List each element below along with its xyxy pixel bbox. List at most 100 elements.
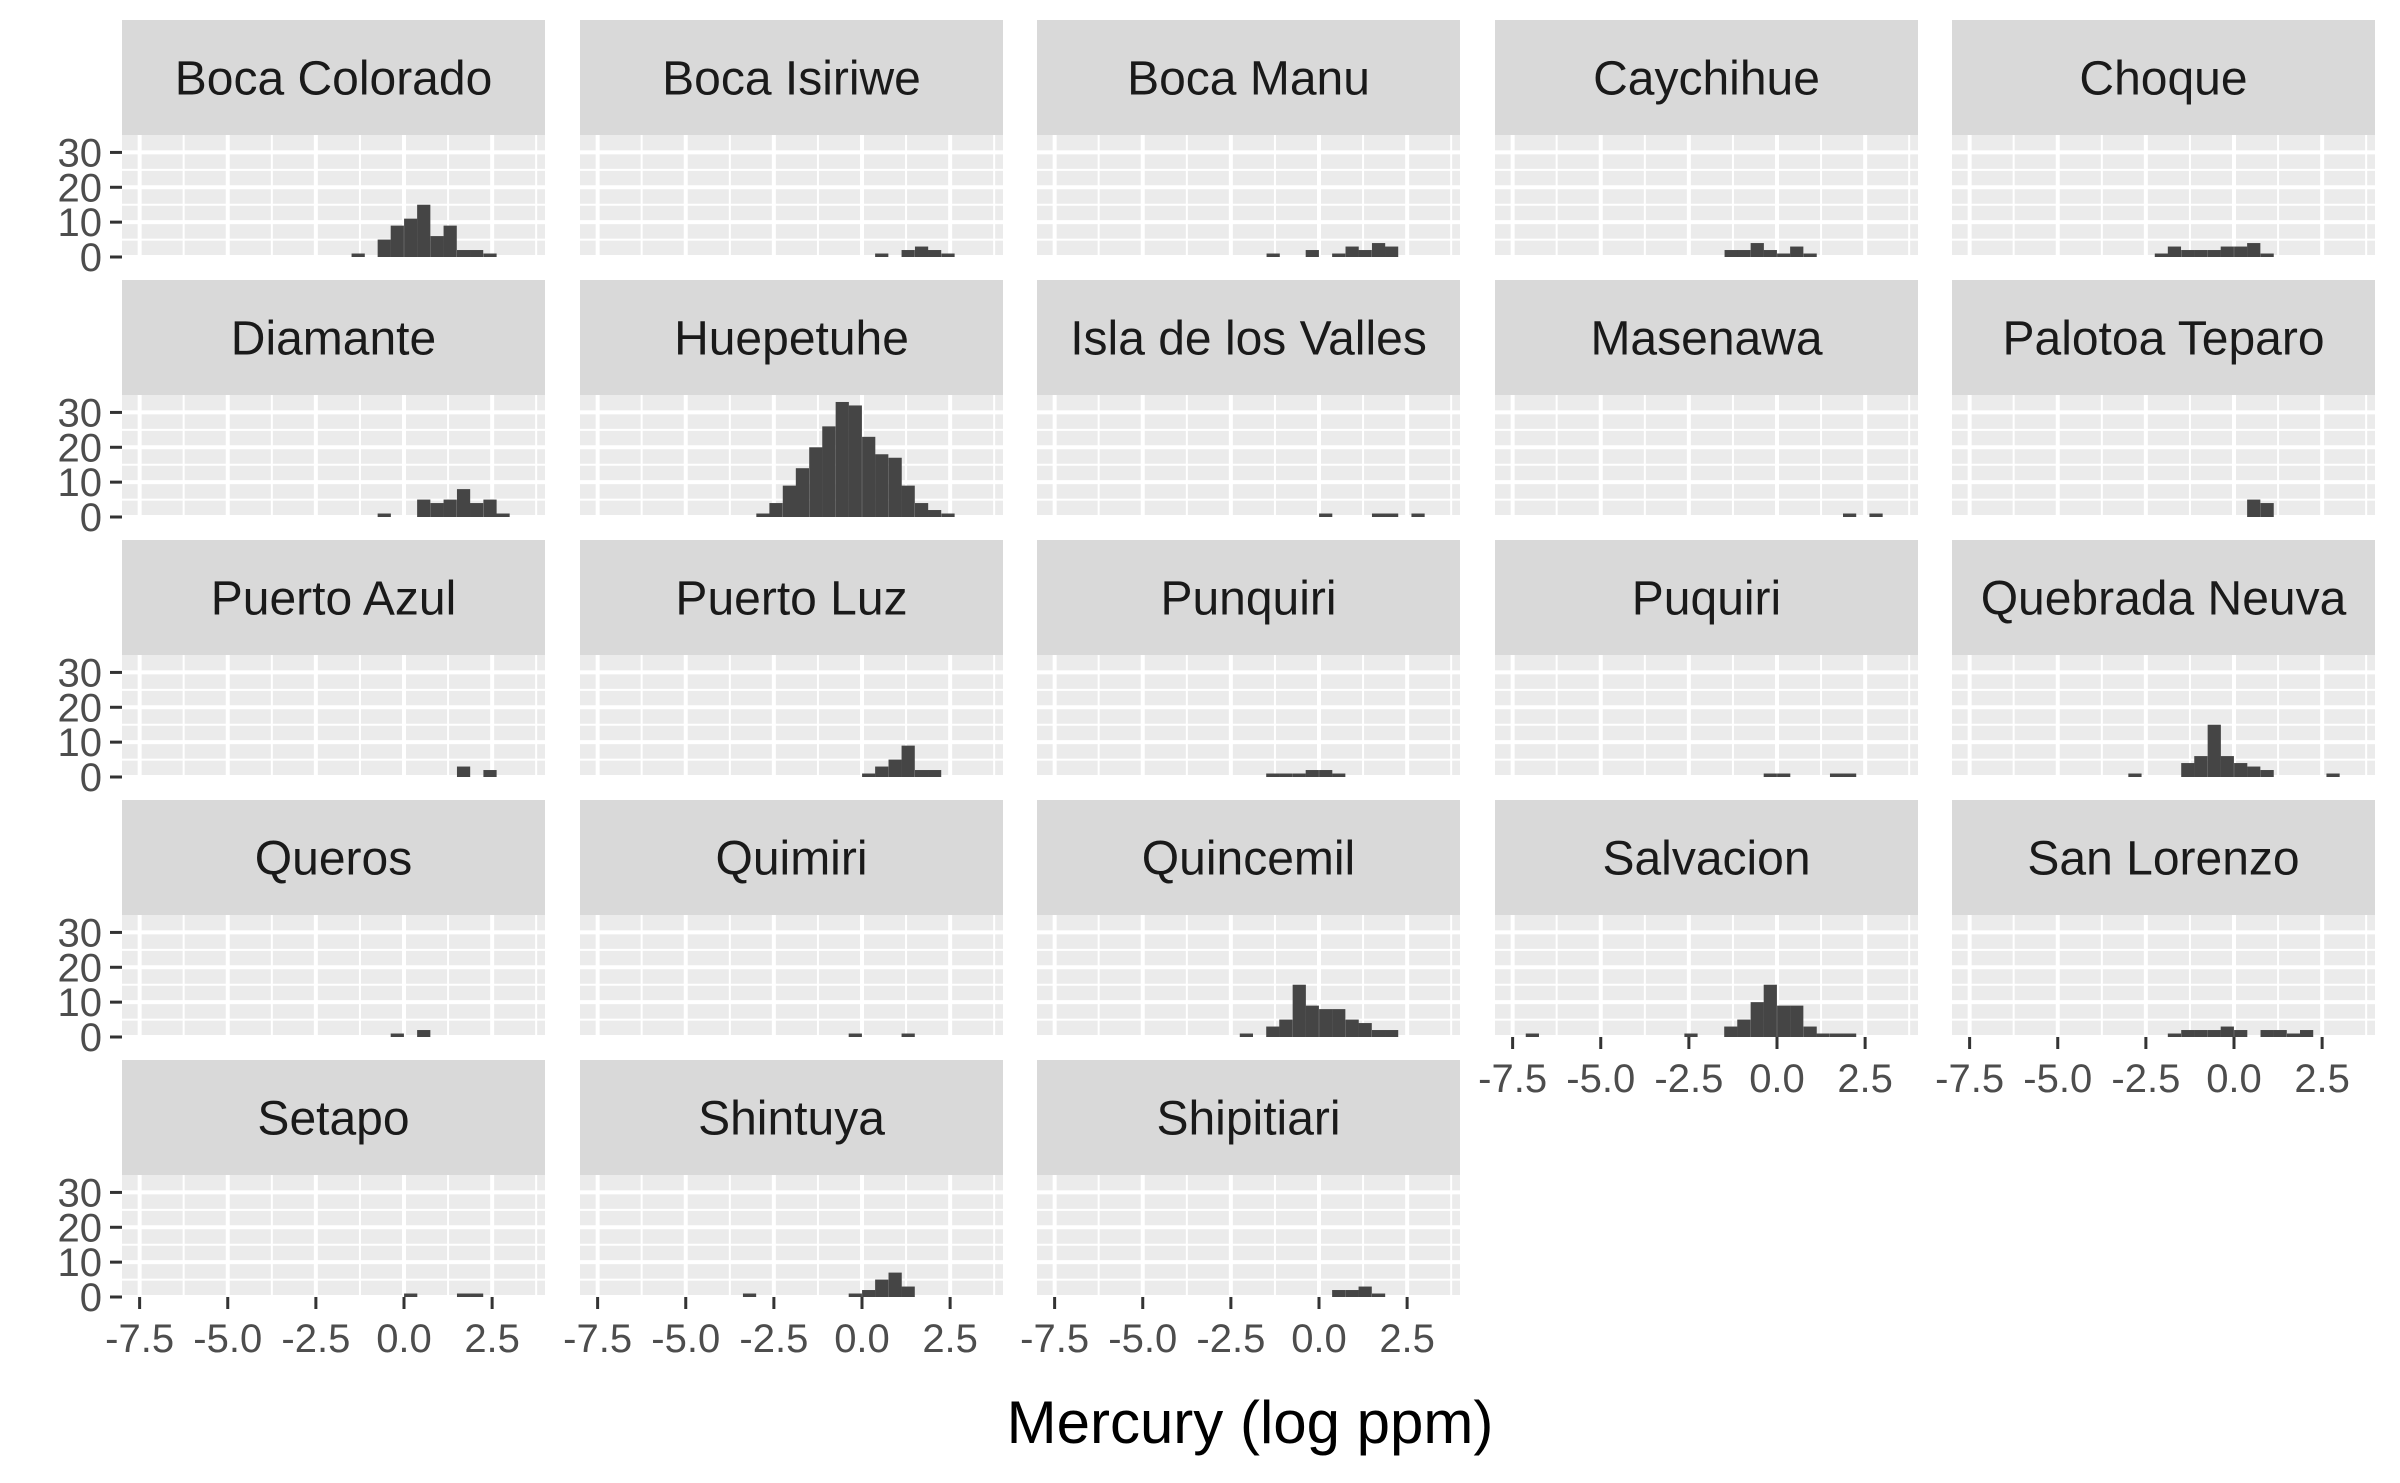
histogram-bar [1279, 773, 1293, 777]
facet-label: Queros [255, 833, 412, 886]
facet-strip [1037, 540, 1460, 655]
histogram-bar [2167, 246, 2182, 257]
facet-strip [1952, 20, 2375, 135]
facet-shipitiari: Shipitiari -7.5 -5.0 -2.5 0.0 2.5 [1020, 1060, 1460, 1361]
histogram-bar [901, 485, 915, 517]
histogram-bar [2286, 1033, 2301, 1037]
x-tick-label: -2.5 [1196, 1317, 1265, 1361]
facet-strip [1037, 20, 1460, 135]
panel-background [1495, 395, 1918, 517]
facet-isla-de-los-valles: Isla de los Valles [1037, 280, 1460, 519]
facet-punquiri: Punquiri [1037, 540, 1460, 779]
facet-label: Puerto Azul [211, 573, 456, 626]
histogram-bar [1385, 1030, 1399, 1037]
histogram-bar [809, 447, 823, 517]
histogram-bar [2234, 763, 2248, 777]
histogram-bar [1777, 253, 1791, 257]
facet-strip [122, 20, 545, 135]
histogram-bar [1371, 243, 1386, 257]
panel-background [1952, 395, 2375, 517]
facet-strip [122, 280, 545, 395]
histogram-bar [470, 503, 484, 517]
panel-background [580, 655, 1003, 777]
facet-strip [122, 1060, 545, 1175]
histogram-bar [1750, 243, 1764, 257]
facet-label: Puquiri [1632, 573, 1781, 626]
histogram-bar [1385, 246, 1399, 257]
histogram-bar [456, 250, 471, 257]
histogram-bar [1345, 1290, 1359, 1297]
histogram-bar [430, 236, 444, 257]
facet-label: Quimiri [716, 833, 868, 886]
histogram-bar [1305, 1005, 1319, 1037]
histogram-bar [1843, 513, 1857, 517]
y-tick-label: 30 [58, 391, 103, 435]
histogram-bar [483, 253, 497, 257]
histogram-bar [862, 1290, 876, 1297]
facet-label: Setapo [257, 1093, 409, 1146]
facet-masenawa: Masenawa [1495, 280, 1918, 519]
facet-quincemil: Quincemil [1037, 800, 1460, 1039]
histogram-bar [2194, 1030, 2208, 1037]
histogram-bar [2128, 773, 2142, 777]
histogram-bar [470, 1293, 484, 1297]
facet-label: San Lorenzo [2027, 833, 2299, 886]
histogram-bar [404, 1293, 418, 1297]
facet-label: Choque [2079, 53, 2247, 106]
histogram-bar [2207, 250, 2221, 257]
histogram-bar [2154, 253, 2168, 257]
histogram-bar [756, 513, 770, 517]
histogram-bar [2194, 756, 2208, 777]
histogram-bar [470, 250, 484, 257]
x-tick-label: -7.5 [105, 1317, 174, 1361]
x-tick-label: -7.5 [1478, 1057, 1547, 1101]
panel-background [1495, 915, 1918, 1037]
histogram-bar [1385, 513, 1399, 517]
histogram-bar [404, 218, 418, 257]
facet-puerto-luz: Puerto Luz [580, 540, 1003, 779]
histogram-bar [456, 766, 471, 777]
x-tick-label: -7.5 [1020, 1317, 1089, 1361]
y-tick-label: 30 [58, 651, 103, 695]
y-tick-label: 0 [80, 1016, 102, 1060]
histogram-bar [496, 513, 510, 517]
histogram-bar [2181, 763, 2195, 777]
x-tick-label: -2.5 [2111, 1057, 2180, 1101]
facet-quimiri: Quimiri [580, 800, 1003, 1039]
histogram-bar [901, 1033, 915, 1037]
x-tick-label: -5.0 [193, 1317, 262, 1361]
histogram-bar [2273, 1030, 2287, 1037]
x-tick-label: -2.5 [739, 1317, 808, 1361]
histogram-bar [2247, 766, 2261, 777]
histogram-bar [2260, 770, 2274, 777]
histogram-bar [2194, 250, 2208, 257]
facet-label: Shipitiari [1156, 1093, 1340, 1146]
histogram-bar [2260, 1030, 2274, 1037]
facet-strip [1952, 800, 2375, 915]
x-tick-label: 0.0 [1291, 1317, 1347, 1361]
histogram-bar [483, 499, 497, 517]
facet-label: Puerto Luz [675, 573, 907, 626]
panel-background [1037, 915, 1460, 1037]
facet-shintuya: Shintuya -7.5 -5.0 -2.5 0.0 2.5 [563, 1060, 1003, 1361]
histogram-bar [1266, 253, 1280, 257]
histogram-bar [1319, 1009, 1333, 1037]
histogram-bar [795, 468, 810, 517]
histogram-bar [1358, 1286, 1372, 1297]
facet-strip [580, 20, 1003, 135]
histogram-bar [417, 204, 431, 257]
histogram-bar [1358, 1023, 1372, 1037]
histogram-bar [835, 401, 849, 517]
facet-palotoa-teparo: Palotoa Teparo [1952, 280, 2375, 519]
histogram-bar [1239, 1033, 1253, 1037]
histogram-bar [1843, 1033, 1857, 1037]
histogram-bar [1345, 1019, 1359, 1037]
histogram-bar [1332, 253, 1346, 257]
x-tick-label: -5.0 [651, 1317, 720, 1361]
histogram-bar [2247, 499, 2261, 517]
histogram-bar [1525, 1033, 1539, 1037]
histogram-bar [1319, 513, 1333, 517]
